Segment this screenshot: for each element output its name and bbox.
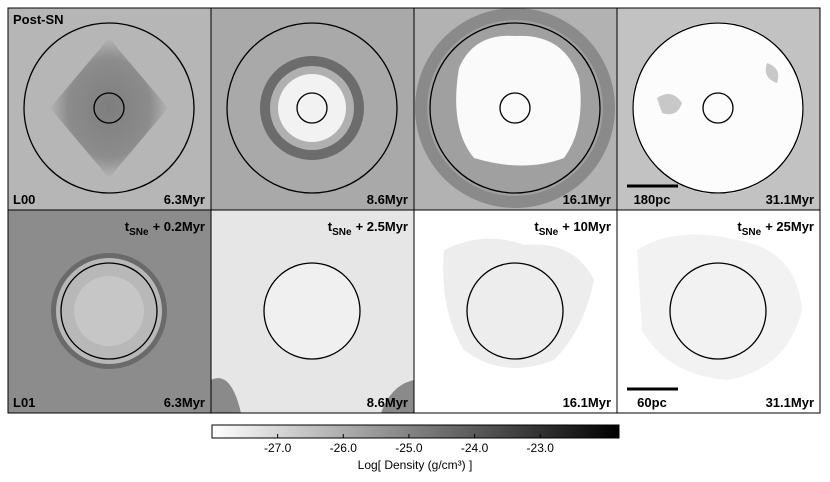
colorbar-tick-label: -26.0 [330,441,358,455]
scale-label: 60pc [637,395,667,410]
delay-t: t [737,219,742,234]
panel-image [617,8,820,210]
panel-image [8,8,211,210]
delay-label: tSNe + 25Myr [737,219,814,238]
delay-text: + 2.5Myr [356,219,408,234]
panel-dividers [8,8,820,413]
delay-sub: SNe [129,227,149,238]
delay-text: + 10Myr [562,219,611,234]
delay-sub: SNe [332,227,352,238]
delay-text: + 0.2Myr [153,219,205,234]
panel-image [617,210,820,413]
run-label: L00 [13,192,35,207]
panel-image [414,8,617,210]
panel-image [8,210,211,413]
colorbar-tick-label: -24.0 [461,441,489,455]
delay-t: t [125,219,130,234]
time-label: 8.6Myr [367,395,408,410]
delay-text: + 25Myr [765,219,814,234]
time-label: 16.1Myr [563,192,611,207]
panel-tag: Post-SN [13,12,64,27]
colorbar-ramp [211,424,620,439]
time-label: 6.3Myr [164,395,205,410]
delay-t: t [534,219,539,234]
colorbar-tick-label: -25.0 [395,441,423,455]
delay-t: t [328,219,333,234]
time-label: 8.6Myr [367,192,408,207]
colorbar-tick-label: -27.0 [264,441,292,455]
delay-label: tSNe + 10Myr [534,219,611,238]
run-label: L01 [13,395,35,410]
panel-image [211,8,414,210]
colorbar-tick-label: -23.0 [527,441,555,455]
time-label: 6.3Myr [164,192,205,207]
delay-sub: SNe [539,227,559,238]
scale-label: 180pc [634,192,671,207]
panel-image [211,210,414,413]
delay-label: tSNe + 2.5Myr [328,219,408,238]
delay-label: tSNe + 0.2Myr [125,219,205,238]
panel-image [414,210,617,413]
colorbar-label: Log[ Density (g/cm³) ] [358,458,473,472]
time-label: 16.1Myr [563,395,611,410]
time-label: 31.1Myr [766,395,814,410]
colorbar: Log[ Density (g/cm³) ] -27.0 -26.0 -25.0 -2… [211,424,620,472]
delay-sub: SNe [742,227,762,238]
time-label: 31.1Myr [766,192,814,207]
